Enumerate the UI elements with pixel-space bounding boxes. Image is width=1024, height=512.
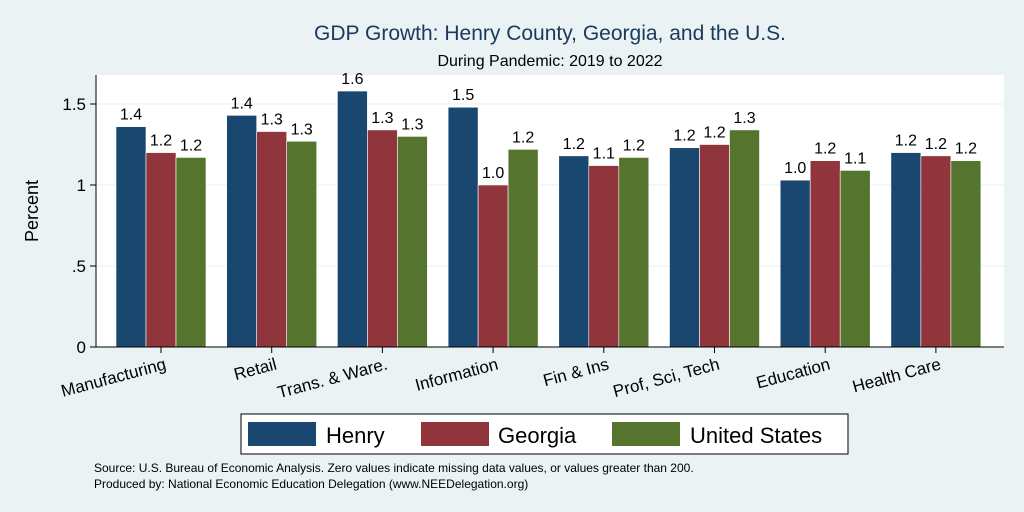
- legend-label-henry: Henry: [326, 423, 385, 448]
- bar-united-states-education: [839, 170, 871, 348]
- data-label: 1.0: [784, 160, 806, 177]
- x-tick-label: Trans. & Ware.: [275, 355, 389, 403]
- legend-swatch-georgia: [421, 422, 489, 446]
- data-label: 1.3: [371, 110, 393, 127]
- data-label: 1.1: [593, 146, 615, 163]
- source-note: Source: U.S. Bureau of Economic Analysis…: [94, 461, 694, 475]
- bar-henry-trans-ware: [337, 90, 368, 348]
- produced-note: Produced by: National Economic Education…: [94, 477, 528, 491]
- x-tick-label: Fin & Ins: [541, 355, 611, 391]
- data-label: 1.1: [844, 150, 866, 167]
- data-label: 1.4: [231, 95, 253, 112]
- chart-subtitle: During Pandemic: 2019 to 2022: [437, 53, 662, 70]
- bar-united-states-retail: [286, 140, 318, 348]
- data-label: 1.6: [341, 71, 363, 88]
- data-label: 1.3: [401, 116, 423, 133]
- bar-united-states-manufacturing: [175, 157, 207, 348]
- data-label: 1.2: [623, 137, 645, 154]
- x-tick-label: Retail: [232, 355, 279, 385]
- bar-henry-retail: [226, 115, 257, 348]
- y-ticks: 0 .5 1 1.5: [62, 95, 96, 357]
- data-label: 1.0: [482, 165, 504, 182]
- bar-henry-health-care: [890, 152, 922, 348]
- bar-georgia-education: [809, 160, 841, 348]
- legend-label-united-states: United States: [690, 423, 822, 448]
- y-tick-label: 0: [77, 338, 86, 357]
- legend-swatch-henry: [248, 422, 316, 446]
- x-tick-label: Information: [413, 355, 500, 395]
- chart-title: GDP Growth: Henry County, Georgia, and t…: [314, 22, 786, 45]
- x-tick-label: Prof, Sci, Tech: [611, 355, 721, 402]
- bar-henry-information: [447, 106, 479, 348]
- legend-box: [240, 413, 849, 455]
- bar-henry-prof-sci-tech: [669, 147, 700, 348]
- bar-georgia-health-care: [920, 155, 952, 348]
- x-tick-label: Education: [754, 355, 832, 393]
- y-tick-label: 1: [77, 176, 86, 195]
- data-labels: 1.4 1.2 1.2 1.4 1.3 1.3 1.6 1.3 1.3 1.5 1.0 1.2 1.2 1…: [120, 71, 977, 182]
- bar-georgia-retail: [256, 131, 288, 348]
- legend-label-georgia: Georgia: [498, 423, 577, 448]
- bar-georgia-fin-ins: [588, 165, 620, 348]
- bar-united-states-health-care: [950, 160, 982, 348]
- data-label: 1.2: [563, 136, 585, 153]
- y-axis-label: Percent: [22, 180, 42, 242]
- bar-united-states-trans-ware: [397, 136, 428, 348]
- data-label: 1.2: [180, 137, 202, 154]
- bar-georgia-manufacturing: [145, 152, 177, 348]
- data-label: 1.2: [955, 141, 977, 158]
- y-tick-label: .5: [72, 257, 86, 276]
- data-label: 1.2: [512, 129, 534, 146]
- bar-henry-education: [779, 179, 811, 348]
- data-label: 1.3: [733, 110, 755, 127]
- bar-united-states-prof-sci-tech: [729, 129, 760, 348]
- data-label: 1.3: [291, 121, 313, 138]
- data-label: 1.3: [261, 112, 283, 129]
- bar-georgia-prof-sci-tech: [699, 144, 730, 348]
- bar-georgia-information: [477, 184, 509, 348]
- data-label: 1.5: [452, 87, 474, 104]
- data-label: 1.4: [120, 107, 142, 124]
- data-label: 1.2: [703, 125, 725, 142]
- bar-henry-manufacturing: [115, 126, 147, 348]
- data-label: 1.2: [673, 128, 695, 145]
- data-label: 1.2: [895, 133, 917, 150]
- bar-georgia-trans-ware: [367, 129, 398, 348]
- x-tick-label: Health Care: [850, 355, 943, 397]
- data-label: 1.2: [150, 133, 172, 150]
- legend: Henry Georgia United States: [240, 413, 849, 455]
- data-label: 1.2: [814, 141, 836, 158]
- bar-united-states-fin-ins: [618, 157, 650, 348]
- bar-henry-fin-ins: [558, 155, 590, 348]
- bars: [115, 90, 982, 348]
- x-tick-label: Manufacturing: [59, 355, 168, 401]
- bar-united-states-information: [507, 149, 539, 348]
- data-label: 1.2: [925, 136, 947, 153]
- y-tick-label: 1.5: [62, 95, 86, 114]
- legend-swatch-united-states: [612, 422, 680, 446]
